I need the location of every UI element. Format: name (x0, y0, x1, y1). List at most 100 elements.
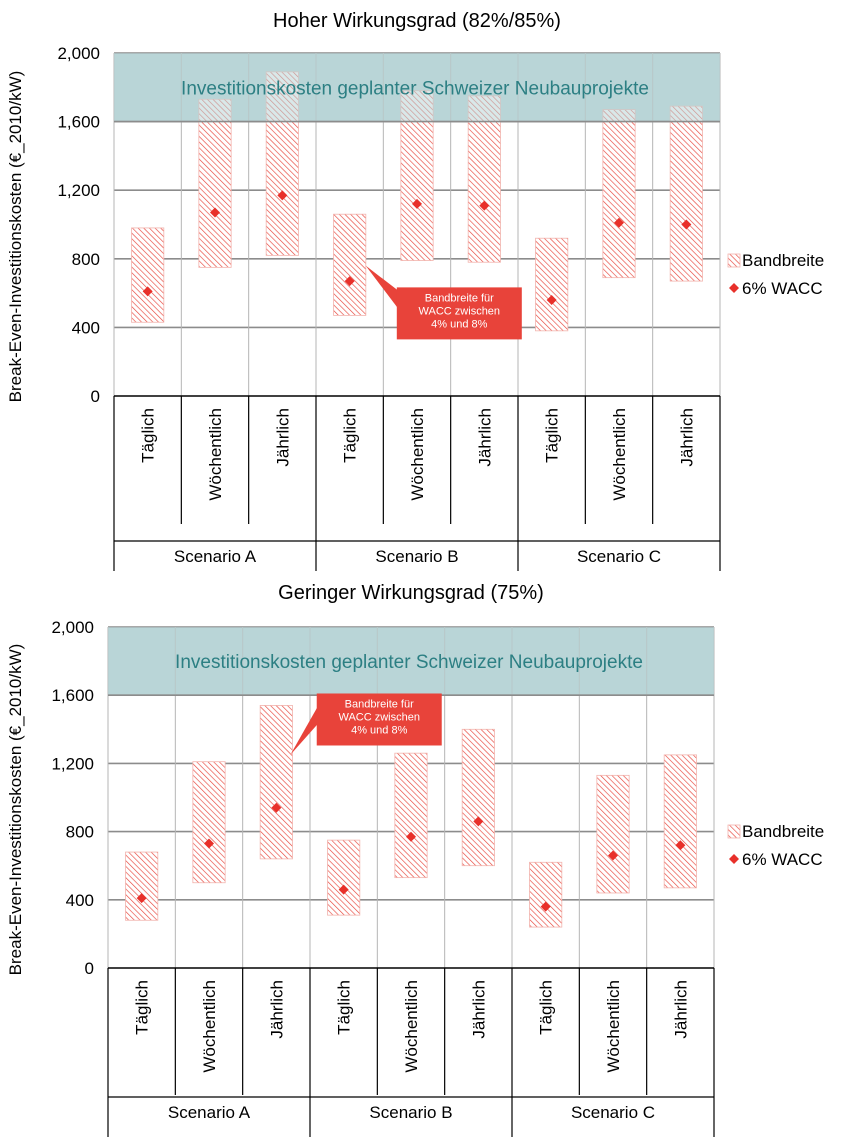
range-bar (596, 774, 630, 894)
callout-text: Bandbreite für (345, 698, 414, 710)
legend-label: 6% WACC (742, 279, 823, 298)
range-bar (461, 728, 495, 867)
chart-panel-2: Geringer Wirkungsgrad (75%) Investitionsk… (6, 582, 824, 1137)
range-bar (327, 839, 361, 916)
wacc-marker (412, 198, 422, 209)
legend-swatch-marker (729, 283, 739, 293)
range-bar (198, 98, 232, 268)
callout-text: WACC zwischen (419, 305, 501, 317)
wacc-marker (406, 831, 416, 842)
x-tick-label: Wöchentlich (610, 408, 629, 501)
wacc-marker (204, 838, 214, 849)
wacc-marker (540, 901, 551, 912)
y-tick-label: 1,200 (57, 181, 100, 200)
legend-swatch-range (727, 253, 741, 268)
y-tick-label: 800 (66, 823, 94, 842)
group-label: Scenario A (174, 547, 257, 566)
group-label: Scenario A (168, 1103, 251, 1122)
y-axis-label: Break-Even-Investitionskosten (€_2010/kW… (6, 71, 25, 403)
x-tick-label: Jährlich (469, 980, 488, 1039)
range-bar (602, 109, 636, 279)
group-label: Scenario B (369, 1103, 452, 1122)
callout-text: Bandbreite für (425, 292, 494, 304)
x-tick-label: Täglich (133, 980, 152, 1035)
callout-box (396, 287, 522, 340)
legend-label: 6% WACC (742, 850, 823, 869)
x-tick-label: Wöchentlich (402, 980, 421, 1073)
range-bar (535, 237, 569, 332)
wacc-marker (277, 190, 288, 201)
callout-pointer (365, 265, 402, 314)
x-tick-label: Jährlich (273, 408, 292, 467)
group-label: Scenario C (577, 547, 661, 566)
y-tick-label: 1,200 (51, 754, 94, 773)
x-tick-label: Wöchentlich (206, 408, 225, 501)
y-tick-label: 1,600 (51, 686, 94, 705)
band-label: Investitionskosten geplanter Schweizer N… (175, 652, 643, 673)
wacc-marker (473, 816, 484, 827)
x-tick-label: Wöchentlich (604, 980, 623, 1073)
wacc-marker (675, 840, 686, 851)
chart-title: Hoher Wirkungsgrad (82%/85%) (273, 10, 561, 32)
range-bar (529, 861, 563, 928)
group-label: Scenario C (571, 1103, 655, 1122)
x-tick-label: Täglich (537, 980, 556, 1035)
y-tick-label: 400 (72, 318, 100, 337)
wacc-marker (546, 294, 557, 305)
wacc-marker (136, 893, 147, 904)
x-tick-label: Täglich (139, 408, 158, 463)
legend-label: Bandbreite (742, 822, 824, 841)
x-tick-label: Jährlich (475, 408, 494, 467)
legend: Bandbreite 6% WACC (727, 822, 824, 869)
y-tick-label: 0 (91, 387, 100, 406)
band-label: Investitionskosten geplanter Schweizer N… (181, 78, 649, 99)
callout-pointer (290, 699, 322, 755)
investment-band-overlay (108, 627, 714, 696)
y-tick-label: 2,000 (57, 44, 100, 63)
wacc-marker (608, 850, 618, 861)
range-bar (131, 227, 165, 323)
x-tick-label: Jährlich (677, 408, 696, 467)
legend-label: Bandbreite (742, 251, 824, 270)
wacc-marker (479, 200, 490, 211)
wacc-marker (271, 802, 282, 813)
legend-swatch-marker (729, 854, 739, 864)
wacc-marker (210, 207, 220, 218)
chart-panel-1: Hoher Wirkungsgrad (82%/85%) Investitions… (6, 10, 824, 571)
wacc-marker (344, 276, 355, 287)
y-tick-label: 400 (66, 891, 94, 910)
y-tick-label: 0 (85, 959, 94, 978)
callout-text: 4% und 8% (351, 724, 407, 736)
wacc-marker (614, 217, 624, 228)
group-label: Scenario B (375, 547, 458, 566)
wacc-marker (681, 219, 692, 230)
legend-swatch-range (727, 824, 741, 839)
y-tick-label: 800 (72, 250, 100, 269)
x-tick-label: Jährlich (671, 980, 690, 1039)
range-bar (333, 213, 367, 316)
legend: Bandbreite 6% WACC (727, 251, 824, 298)
range-bar (394, 752, 428, 879)
x-tick-label: Wöchentlich (200, 980, 219, 1073)
range-bar (259, 705, 293, 860)
x-tick-label: Täglich (335, 980, 354, 1035)
y-axis-label: Break-Even-Investitionskosten (€_2010/kW… (6, 644, 25, 976)
investment-band-overlay (114, 53, 720, 122)
wacc-marker (142, 286, 153, 297)
x-tick-label: Jährlich (267, 980, 286, 1039)
range-bar (669, 105, 703, 282)
x-tick-label: Wöchentlich (408, 408, 427, 501)
x-tick-label: Täglich (543, 408, 562, 463)
chart-title: Geringer Wirkungsgrad (75%) (278, 582, 544, 604)
range-bar (192, 761, 226, 884)
y-tick-label: 1,600 (57, 113, 100, 132)
callout-box (316, 693, 442, 746)
x-tick-label: Täglich (341, 408, 360, 463)
range-bar (125, 851, 159, 921)
y-tick-label: 2,000 (51, 618, 94, 637)
callout-text: WACC zwischen (338, 711, 420, 723)
range-bar (663, 754, 697, 889)
callout-text: 4% und 8% (431, 318, 487, 330)
wacc-marker (338, 884, 349, 895)
